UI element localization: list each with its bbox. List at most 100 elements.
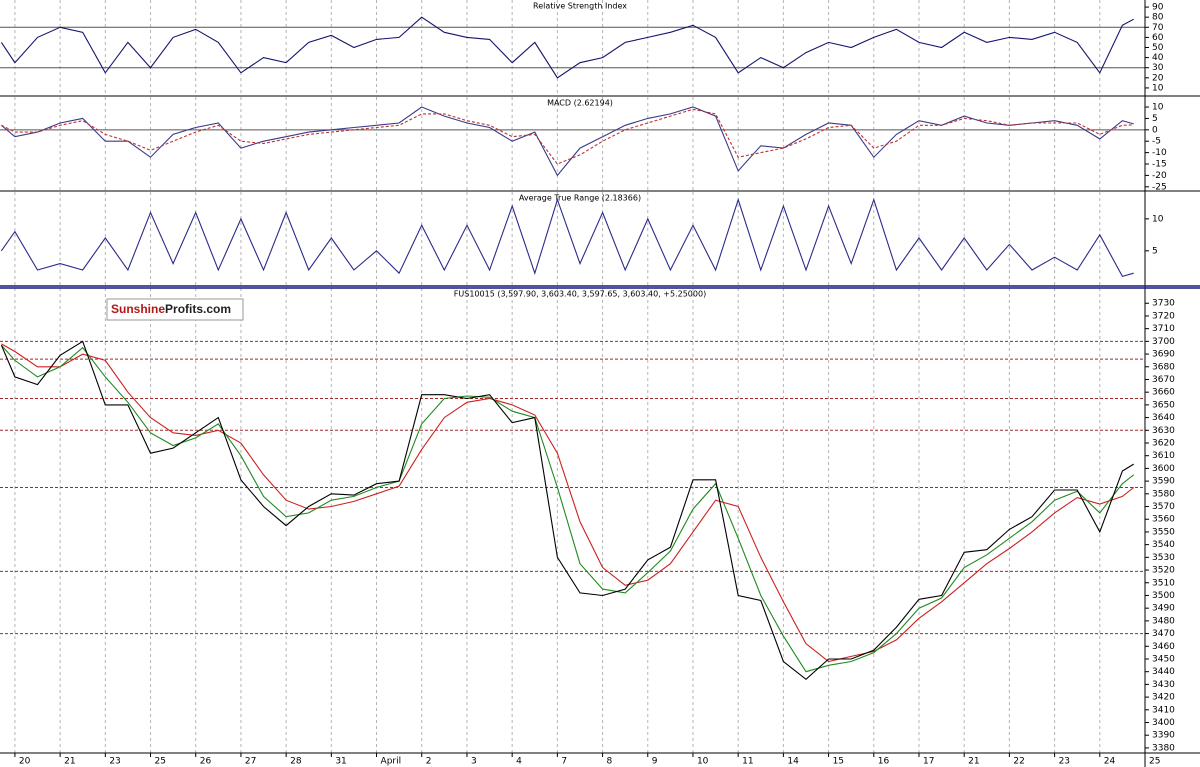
watermark-brand: Sunshine — [111, 302, 165, 316]
y-tick-label: 0 — [1152, 125, 1158, 135]
series-line — [1, 106, 1134, 177]
x-tick-label: 24 — [1104, 757, 1116, 767]
y-tick-label: 60 — [1152, 33, 1164, 43]
y-tick-label: 3710 — [1152, 324, 1175, 334]
y-tick-label: 50 — [1152, 43, 1164, 53]
y-tick-label: 10 — [1152, 103, 1164, 113]
x-tick-label: 8 — [607, 757, 613, 767]
x-tick-label: 2 — [426, 757, 432, 767]
y-tick-label: 3630 — [1152, 426, 1175, 436]
x-tick-label: 23 — [1059, 757, 1070, 767]
y-tick-label: 3730 — [1152, 299, 1175, 309]
y-tick-label: 3580 — [1152, 489, 1175, 499]
x-tick-label: 17 — [923, 757, 934, 767]
y-tick-label: 3390 — [1152, 731, 1175, 741]
y-tick-label: 3500 — [1152, 591, 1175, 601]
y-tick-label: 3520 — [1152, 566, 1175, 576]
y-tick-label: 3430 — [1152, 680, 1175, 690]
y-tick-label: 3480 — [1152, 616, 1175, 626]
watermark-text: SunshineProfits.com — [111, 302, 231, 316]
y-tick-label: 3440 — [1152, 667, 1175, 677]
x-tick-label: 14 — [787, 757, 799, 767]
x-tick-label: 21 — [968, 757, 979, 767]
y-tick-label: 10 — [1152, 214, 1164, 224]
y-tick-label: 3610 — [1152, 451, 1175, 461]
y-tick-label: 3560 — [1152, 515, 1175, 525]
x-tick-label: 28 — [290, 757, 302, 767]
y-tick-label: 3530 — [1152, 553, 1175, 563]
y-tick-label: 3640 — [1152, 413, 1175, 423]
x-tick-label: 27 — [245, 757, 256, 767]
series-line — [1, 343, 1135, 663]
x-tick-label: 31 — [335, 757, 346, 767]
y-tick-label: 80 — [1152, 13, 1164, 23]
y-tick-label: 3620 — [1152, 439, 1175, 449]
y-tick-label: 5 — [1152, 246, 1158, 256]
series-line — [0, 197, 1134, 278]
y-tick-label: 3670 — [1152, 375, 1175, 385]
y-tick-label: -10 — [1152, 148, 1167, 158]
x-tick-label: 22 — [1013, 757, 1024, 767]
y-tick-label: -20 — [1152, 171, 1167, 181]
x-tick-label: 4 — [516, 757, 522, 767]
x-tick-label: 15 — [833, 757, 844, 767]
watermark-box — [106, 298, 244, 321]
y-tick-label: 10 — [1152, 83, 1164, 93]
panel-title: Relative Strength Index — [533, 2, 627, 11]
x-tick-label: 26 — [200, 757, 212, 767]
y-tick-label: 3590 — [1152, 477, 1175, 487]
y-tick-label: 90 — [1152, 3, 1164, 13]
x-tick-label: 20 — [19, 757, 31, 767]
series-line — [0, 16, 1134, 79]
y-tick-label: 3650 — [1152, 400, 1175, 410]
x-tick-label: 16 — [878, 757, 890, 767]
y-tick-label: 3550 — [1152, 527, 1175, 537]
x-tick-label: 7 — [561, 757, 567, 767]
y-tick-label: 30 — [1152, 63, 1164, 73]
y-tick-label: 20 — [1152, 73, 1164, 83]
x-tick-label: 25 — [155, 757, 166, 767]
y-tick-label: 5 — [1152, 114, 1158, 124]
series-line — [1, 108, 1134, 165]
y-tick-label: 3660 — [1152, 388, 1175, 398]
x-tick-label: April — [381, 757, 402, 767]
y-tick-label: 3490 — [1152, 604, 1175, 614]
x-tick-label: 21 — [64, 757, 75, 767]
y-tick-label: 3600 — [1152, 464, 1175, 474]
y-tick-label: -15 — [1152, 160, 1167, 170]
y-tick-label: 40 — [1152, 53, 1164, 63]
series-line — [0, 344, 1135, 673]
x-tick-label: 9 — [652, 757, 658, 767]
y-tick-label: 3700 — [1152, 337, 1175, 347]
x-tick-label: 23 — [109, 757, 120, 767]
series-line — [0, 340, 1134, 681]
panel-title: Average True Range (2.18366) — [519, 194, 641, 203]
y-tick-label: 3400 — [1152, 718, 1175, 728]
y-tick-label: 3450 — [1152, 654, 1175, 664]
y-tick-label: 3680 — [1152, 362, 1175, 372]
marks-layer: Relative Strength Index 90807060504030201… — [0, 2, 1175, 767]
y-tick-label: 3720 — [1152, 311, 1175, 321]
y-tick-label: 3410 — [1152, 705, 1175, 715]
x-tick-label: 11 — [742, 757, 753, 767]
panel-title: FUS10015 (3,597.90, 3,603.40, 3,597.65, … — [454, 290, 706, 299]
y-tick-label: 3690 — [1152, 350, 1175, 360]
x-tick-label: 3 — [471, 757, 477, 767]
y-tick-label: 3570 — [1152, 502, 1175, 512]
y-tick-label: 3540 — [1152, 540, 1175, 550]
watermark: SunshineProfits.com — [106, 298, 244, 321]
x-tick-label: 10 — [697, 757, 709, 767]
y-tick-label: 70 — [1152, 23, 1164, 33]
y-tick-label: 3380 — [1152, 743, 1175, 753]
y-tick-label: 3420 — [1152, 693, 1175, 703]
y-tick-label: 3470 — [1152, 629, 1175, 639]
watermark-suffix: Profits.com — [165, 302, 231, 316]
y-tick-label: 3510 — [1152, 578, 1175, 588]
y-tick-label: -25 — [1152, 182, 1167, 192]
panel-title: MACD (2.62194) — [547, 99, 613, 108]
x-tick-label: 25 — [1149, 757, 1160, 767]
y-tick-label: -5 — [1152, 137, 1161, 147]
y-tick-label: 3460 — [1152, 642, 1175, 652]
